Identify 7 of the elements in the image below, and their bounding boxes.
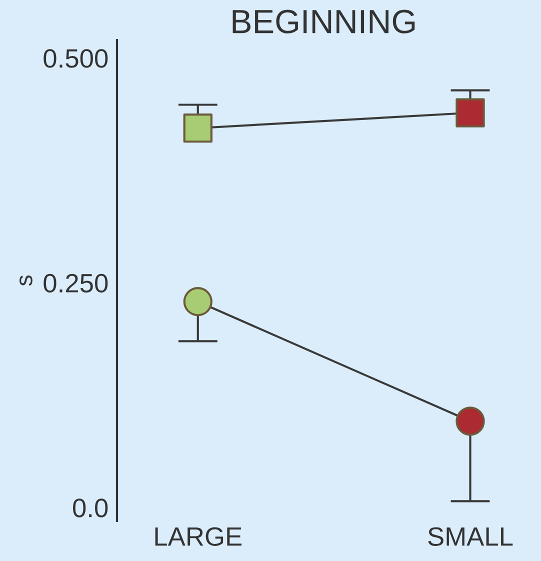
y-tick-label: 0.0 xyxy=(73,498,108,518)
y-tick-label: 0.500 xyxy=(44,49,108,68)
y-axis-title: s xyxy=(20,275,32,286)
y-tick-label: 0.250 xyxy=(44,274,108,293)
chart-title: BEGINNING xyxy=(232,10,415,34)
x-tick-label: SMALL xyxy=(428,527,513,546)
x-tick-label: LARGE xyxy=(155,527,242,546)
